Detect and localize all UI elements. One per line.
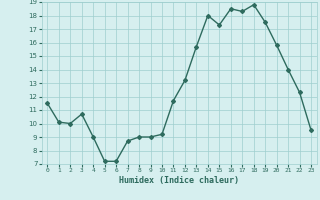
X-axis label: Humidex (Indice chaleur): Humidex (Indice chaleur): [119, 176, 239, 185]
